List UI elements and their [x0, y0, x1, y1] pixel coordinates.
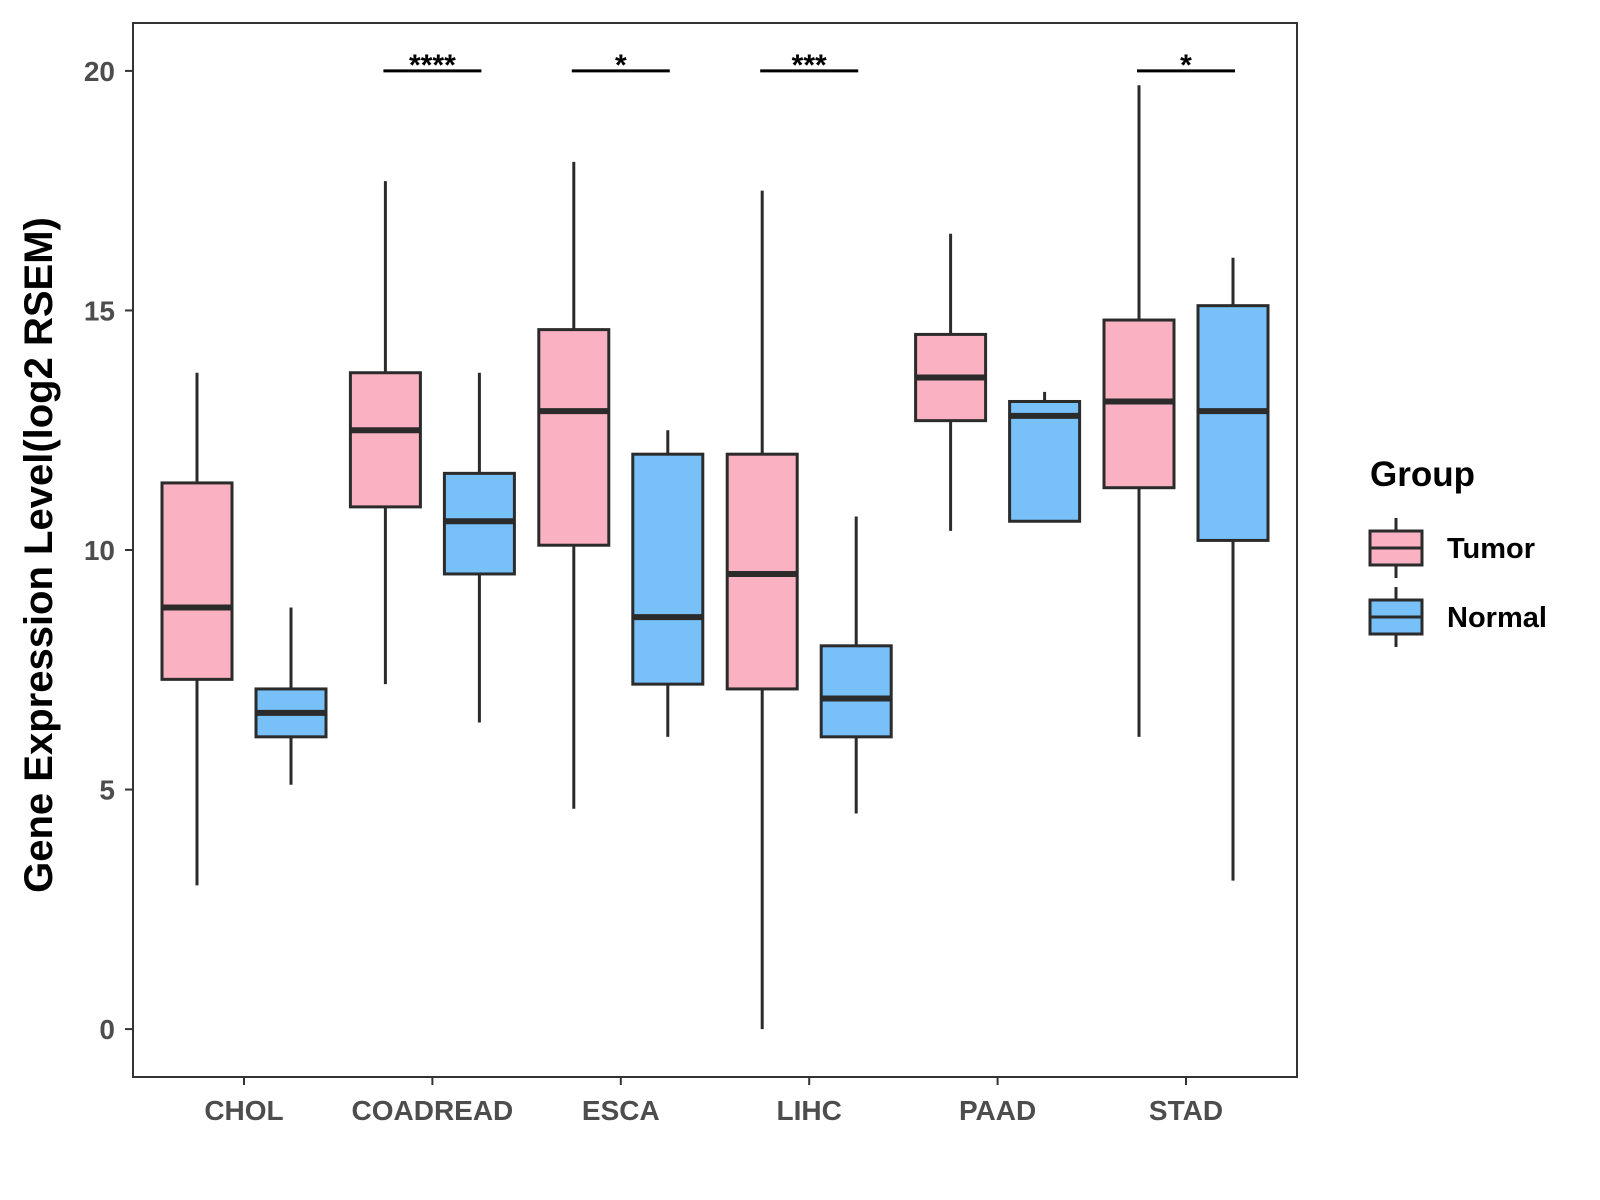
- y-tick-label-0: 0: [99, 1014, 115, 1045]
- box-tumor-coadread: [348, 371, 422, 509]
- x-tick-label-lihc: LIHC: [777, 1095, 842, 1126]
- sig-label-stad: *: [1180, 49, 1192, 82]
- box-normal-paad: [1008, 399, 1082, 523]
- sig-label-lihc: ***: [792, 49, 827, 82]
- y-axis-title-group: Gene Expression Level(log2 RSEM): [17, 217, 61, 893]
- x-tick-label-chol: CHOL: [204, 1095, 283, 1126]
- legend-label-normal: Normal: [1447, 602, 1547, 634]
- sig-label-coadread: ****: [409, 49, 456, 82]
- legend: Group Tumor Normal: [1368, 455, 1547, 647]
- x-tick-label-paad: PAAD: [959, 1095, 1036, 1126]
- legend-label-tumor: Tumor: [1447, 533, 1535, 565]
- sig-label-esca: *: [615, 49, 627, 82]
- box-normal-stad: [1196, 304, 1270, 542]
- y-tick-label-20: 20: [84, 56, 115, 87]
- y-tick-label-10: 10: [84, 535, 115, 566]
- box-normal-lihc: [819, 644, 893, 739]
- box-normal-esca: [631, 452, 705, 686]
- legend-title: Group: [1370, 455, 1475, 494]
- y-axis-title: Gene Expression Level(log2 RSEM): [17, 217, 61, 893]
- x-tick-label-coadread: COADREAD: [352, 1095, 514, 1126]
- box-tumor-esca: [537, 328, 611, 547]
- box-tumor-chol: [160, 481, 234, 681]
- x-tick-label-esca: ESCA: [582, 1095, 660, 1126]
- y-tick-label-15: 15: [84, 295, 115, 326]
- x-tick-label-stad: STAD: [1149, 1095, 1223, 1126]
- y-tick-label-5: 5: [99, 775, 115, 806]
